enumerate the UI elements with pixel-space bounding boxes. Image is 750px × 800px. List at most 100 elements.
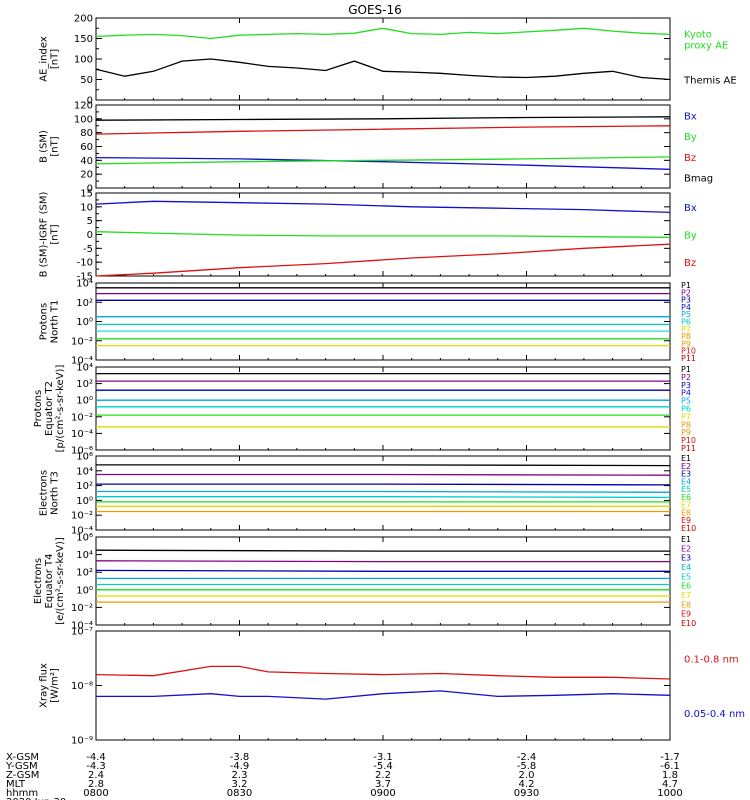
y-tick-label: 10⁻⁷ xyxy=(71,627,93,638)
y-tick-label: -5 xyxy=(83,244,93,255)
series-line-e1 xyxy=(95,549,670,552)
y-tick-label: 10² xyxy=(76,481,93,492)
y-tick-label: 10⁻⁶ xyxy=(71,446,93,457)
time-axis-value: 2.0 xyxy=(519,770,535,781)
legend-entry: E3 xyxy=(681,554,691,563)
panel-bsm: 0 20 40 60 80 100 120 B (SM) [nT] Bx By Bz Bmag xyxy=(39,101,714,195)
legend-entry: By xyxy=(684,132,697,143)
y-axis-label: Xray flux xyxy=(39,663,50,708)
series-line-kyoto-proxy-ae xyxy=(95,27,671,40)
y-tick-label: 100 xyxy=(74,55,93,66)
legend-entry: Kyoto xyxy=(684,30,712,41)
legend-entry: P8 xyxy=(681,420,691,429)
series-line-by xyxy=(95,156,671,165)
series-line-bz xyxy=(95,125,671,135)
y-tick-label: 10⁶ xyxy=(76,533,93,544)
time-axis-value: -6.1 xyxy=(660,761,680,772)
legend-entry: E6 xyxy=(681,493,691,502)
time-axis-value: 0800 xyxy=(83,788,108,799)
legend-entry: P2 xyxy=(681,373,691,382)
legend-entry: E7 xyxy=(681,501,691,510)
y-axis-label: [nT] xyxy=(50,224,61,244)
legend-entry: 0.1-0.8 nm xyxy=(684,654,739,665)
y-axis-label: Protons xyxy=(39,303,50,340)
y-tick-label: 10⁻⁴ xyxy=(71,621,93,632)
legend-entry: E5 xyxy=(681,485,691,494)
y-axis-label: B (SM) xyxy=(39,130,50,163)
legend-entry: P6 xyxy=(681,405,691,414)
legend-entry: Bz xyxy=(684,153,696,164)
legend-entry: E8 xyxy=(681,600,691,609)
legend-entry: Bmag xyxy=(684,174,713,185)
y-tick-label: 15 xyxy=(80,189,93,200)
y-tick-label: 10⁻⁴ xyxy=(71,356,93,367)
panel-bigrf: -15 -10 -5 0 5 10 15 B (SM)-IGRF (SM) [nT] Bx By Bz xyxy=(39,189,697,283)
legend-entry: E9 xyxy=(681,610,691,619)
legend-entry: By xyxy=(684,231,697,242)
series-line-bz xyxy=(95,243,671,277)
y-axis-label: North T3 xyxy=(50,471,61,515)
series-line-bx xyxy=(95,156,671,170)
y-axis-label: Equator T4 xyxy=(44,554,55,609)
time-axis-value: 0930 xyxy=(514,788,539,799)
y-axis-label: [nT] xyxy=(50,136,61,156)
y-axis-label: Protons xyxy=(33,390,44,427)
y-tick-label: 10⁴ xyxy=(76,550,93,561)
y-tick-label: 40 xyxy=(80,156,93,167)
legend-entry: E10 xyxy=(681,619,696,628)
y-tick-label: 20 xyxy=(80,170,93,181)
legend-entry: P10 xyxy=(681,436,696,445)
panel-pe: 10⁻⁶ 10⁻⁴ 10⁻² 10⁰ 10² 10⁴ Protons Equator T2 [p… xyxy=(33,363,696,457)
legend-entry: E8 xyxy=(681,508,691,517)
y-tick-label: 10⁴ xyxy=(76,279,93,290)
legend-entry: P4 xyxy=(681,389,691,398)
legend-entry: P5 xyxy=(681,397,691,406)
series-line-e5 xyxy=(96,496,671,499)
y-tick-label: 150 xyxy=(74,34,93,45)
y-tick-label: 10⁰ xyxy=(76,396,93,407)
series-line-bmag xyxy=(95,116,671,121)
legend-entry: Bx xyxy=(684,203,697,214)
panel-ee: 10⁻⁴ 10⁻² 10⁰ 10² 10⁴ 10⁶ Electrons Equator T4[… xyxy=(33,533,696,632)
y-axis-label: [e/(cm²-s-sr-keV)] xyxy=(55,537,66,625)
legend-entry: P8 xyxy=(681,332,691,341)
legend-entry: E9 xyxy=(681,516,691,525)
y-tick-label: 10⁶ xyxy=(76,452,93,463)
legend-entry: E5 xyxy=(681,572,691,581)
y-tick-label: 100 xyxy=(74,114,93,125)
legend-entry: E7 xyxy=(681,591,691,600)
panel-frame xyxy=(95,630,671,741)
y-tick-label: 10⁻² xyxy=(71,412,93,423)
legend-entry: P6 xyxy=(681,318,691,327)
legend-entry: P11 xyxy=(681,354,696,363)
y-tick-label: 10² xyxy=(76,379,93,390)
y-tick-label: 10⁻² xyxy=(71,511,93,522)
y-tick-label: 120 xyxy=(74,101,93,112)
y-axis-label: Electrons xyxy=(33,558,44,604)
y-axis-label: [nT] xyxy=(50,49,61,69)
series-line-by xyxy=(95,231,671,238)
y-tick-label: 10⁰ xyxy=(76,317,93,328)
time-axis-row-label: Y-GSM xyxy=(5,761,38,772)
series-line-themis-ae xyxy=(95,58,671,81)
panel-xray: 10⁻⁹ 10⁻⁸ 10⁻⁷ Xray flux [W/m²] 0.1-0.8 nm 0.0… xyxy=(39,627,746,747)
time-axis-row-label: 2020 Jun 30 xyxy=(6,797,66,800)
y-tick-label: 0 xyxy=(87,230,93,241)
legend-entry: E1 xyxy=(681,535,691,544)
legend-entry: E4 xyxy=(681,563,691,572)
y-tick-label: 80 xyxy=(80,128,93,139)
series-line-e2 xyxy=(96,473,671,476)
time-axis-value: -4.3 xyxy=(86,761,106,772)
series-line-e1 xyxy=(96,464,671,467)
time-axis-value: 2.2 xyxy=(375,770,391,781)
legend-entry: E2 xyxy=(681,462,691,471)
time-axis-value: -3.8 xyxy=(230,752,250,763)
panel-frame xyxy=(95,455,671,531)
legend-entry: proxy AE xyxy=(684,41,728,52)
series-line-0-05-0-4-nm xyxy=(96,690,671,700)
series-line-e2 xyxy=(95,560,670,563)
